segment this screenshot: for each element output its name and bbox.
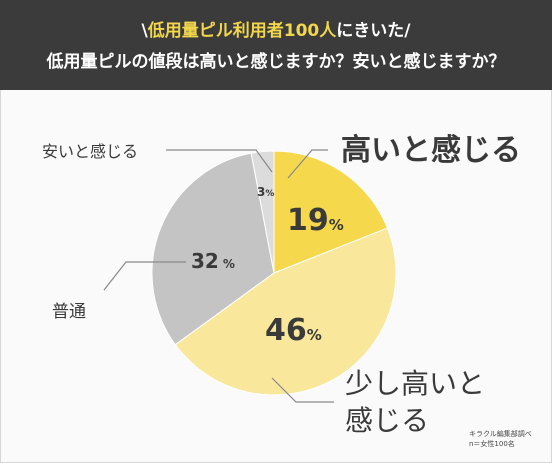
chart-question: 低用量ピルの値段は高いと感じますか？安いと感じますか？ [46,52,506,72]
title-prefix: \ [141,21,148,41]
pie-slices [151,150,397,396]
leader-line-sukoshi [271,377,334,403]
leader-line-takai [287,149,328,179]
value-label-yasui: 3% [257,185,274,199]
title-highlight: 低用量ピル利用者100人 [147,21,337,41]
leader-line-yasui [166,149,273,173]
pie-slice-yasui [250,150,275,274]
pie-slice-sukoshi-takai [174,227,397,396]
label-yasui: 安いと感じる [42,142,138,161]
footnote-sample: n＝女性100名 [469,440,515,448]
leader-line-futsu [103,261,186,291]
value-label-takai: 19% [287,203,344,238]
footnote: キラクル編集部調べ n＝女性100名 [469,429,532,449]
chart-header: \低用量ピル利用者100人にきいた/ 低用量ピルの値段は高いと感じますか？安いと… [0,0,552,90]
title-suffix: にきいた/ [336,21,411,41]
label-futsu: 普通 [52,302,86,322]
label-sukoshi-line2: 感じる [345,404,429,437]
pie-slice-futsu [151,152,275,346]
leader-lines [103,149,334,403]
chart-title: \低用量ピル利用者100人にきいた/ [0,20,552,42]
label-takai: 高いと感じる [341,133,521,168]
value-label-futsu: 32% [191,249,235,273]
footnote-source: キラクル編集部調べ [469,430,532,438]
label-sukoshi-line1: 少し高いと [345,367,485,400]
value-label-sukoshi: 46% [265,313,322,348]
pie-slice-takai [273,150,389,274]
